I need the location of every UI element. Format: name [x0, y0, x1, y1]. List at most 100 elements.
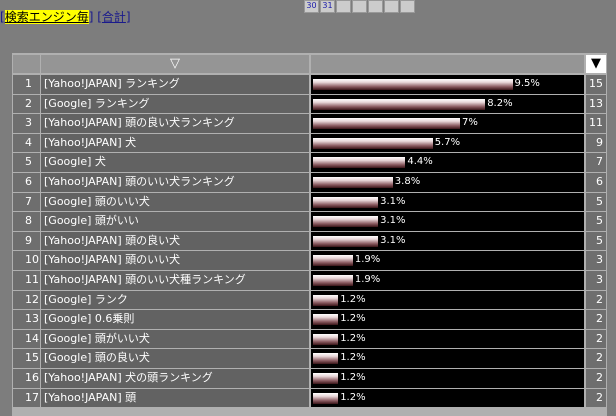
- count: 3: [586, 251, 606, 270]
- keyword[interactable]: [Google] 0.6乗則: [41, 310, 309, 329]
- bar-cell: 1.2%: [311, 369, 584, 388]
- bar: [313, 118, 460, 130]
- count: 2: [586, 290, 606, 310]
- bar: [313, 137, 433, 149]
- keyword[interactable]: [Google] 頭がいい犬: [41, 329, 309, 349]
- count: 2: [586, 349, 606, 368]
- rank: 4: [13, 133, 40, 153]
- bar-cell: 3.8%: [311, 173, 584, 192]
- bar-cell: 3.1%: [311, 212, 584, 231]
- percent-label: 3.1%: [380, 234, 406, 246]
- calendar-day: [352, 0, 367, 13]
- keyword[interactable]: [Yahoo!JAPAN] 頭のいい犬ランキング: [41, 173, 309, 192]
- bar-cell: 3.1%: [311, 192, 584, 212]
- count: 2: [586, 329, 606, 349]
- rank: 14: [13, 329, 40, 349]
- calendar-day: [368, 0, 383, 13]
- calendar-day[interactable]: 31: [320, 0, 335, 13]
- bar-cell: 1.2%: [311, 310, 584, 329]
- bar: [313, 177, 393, 188]
- count: 11: [586, 114, 606, 133]
- percent-label: 1.2%: [340, 313, 366, 325]
- rank: 9: [13, 231, 40, 251]
- bar: [313, 294, 339, 306]
- keyword[interactable]: [Google] ランキング: [41, 94, 309, 114]
- bar: [313, 333, 339, 345]
- rank: 2: [13, 94, 40, 114]
- bar: [313, 314, 339, 326]
- keyword[interactable]: [Yahoo!JAPAN] 頭のいい犬: [41, 251, 309, 270]
- rank: 3: [13, 114, 40, 133]
- nav: [検索エンジン毎] [合計]: [0, 8, 131, 25]
- bar-cell: 1.9%: [311, 271, 584, 290]
- percent-label: 4.4%: [407, 156, 433, 168]
- calendar-day[interactable]: 30: [304, 0, 319, 13]
- keyword[interactable]: [Yahoo!JAPAN] 犬: [41, 133, 309, 153]
- percent-label: 5.7%: [434, 136, 461, 148]
- percent-label: 1.2%: [340, 332, 366, 344]
- keyword[interactable]: [Google] 犬: [41, 153, 309, 172]
- by-engine-link[interactable]: 検索エンジン毎: [4, 10, 89, 24]
- rank: 7: [13, 192, 40, 212]
- percent-label: 8.2%: [487, 97, 513, 109]
- sort-desc[interactable]: ▼: [586, 55, 606, 73]
- keyword[interactable]: [Google] 頭がいい: [41, 212, 309, 231]
- rank: 8: [13, 212, 40, 231]
- bar: [313, 216, 379, 228]
- keyword[interactable]: [Yahoo!JAPAN] 頭の良い犬: [41, 231, 309, 251]
- calendar-day: [400, 0, 415, 13]
- calendar-day: [384, 0, 399, 13]
- bar-cell: 4.4%: [311, 153, 584, 172]
- percent-label: 1.2%: [340, 293, 366, 305]
- bar: [313, 157, 406, 169]
- percent-label: 3.1%: [380, 195, 406, 207]
- bar: [313, 373, 339, 384]
- total-link[interactable]: 合計: [101, 10, 126, 24]
- sort-asc[interactable]: ▽: [41, 55, 309, 73]
- bracket: [: [97, 10, 102, 24]
- calendar-day: [336, 0, 351, 13]
- keyword[interactable]: [Yahoo!JAPAN] 頭のいい犬種ランキング: [41, 271, 309, 290]
- bar-cell: 8.2%: [311, 94, 584, 114]
- bar-cell: 9.5%: [311, 75, 584, 94]
- keyword[interactable]: [Yahoo!JAPAN] 頭の良い犬ランキング: [41, 114, 309, 133]
- rank: 1: [13, 75, 40, 94]
- count: 9: [586, 133, 606, 153]
- bar: [313, 79, 513, 90]
- count: 5: [586, 212, 606, 231]
- bracket: [: [0, 10, 5, 24]
- bar-cell: 5.7%: [311, 133, 584, 153]
- keyword[interactable]: [Yahoo!JAPAN] 頭: [41, 388, 309, 408]
- rank: 11: [13, 271, 40, 290]
- keyword[interactable]: [Yahoo!JAPAN] ランキング: [41, 75, 309, 94]
- bar-cell: 3.1%: [311, 231, 584, 251]
- rank: 5: [13, 153, 40, 172]
- rank: 12: [13, 290, 40, 310]
- rank: 13: [13, 310, 40, 329]
- keyword[interactable]: [Google] ランク: [41, 290, 309, 310]
- bracket: ]: [125, 10, 131, 24]
- bar: [313, 392, 339, 404]
- rank: 16: [13, 369, 40, 388]
- percent-label: 9.5%: [514, 78, 540, 89]
- rank: 15: [13, 349, 40, 368]
- rank: 6: [13, 173, 40, 192]
- keyword[interactable]: [Google] 頭の良い犬: [41, 349, 309, 368]
- count: 5: [586, 192, 606, 212]
- percent-label: 3.1%: [380, 215, 406, 227]
- bar: [313, 353, 339, 365]
- keyword[interactable]: [Yahoo!JAPAN] 犬の頭ランキング: [41, 369, 309, 388]
- bar: [313, 98, 486, 110]
- percent-label: 1.2%: [340, 372, 366, 383]
- bar: [313, 196, 379, 208]
- percent-label: 1.2%: [340, 352, 366, 364]
- percent-label: 3.8%: [394, 176, 421, 187]
- count: 15: [586, 75, 606, 94]
- header-cell: [311, 55, 584, 73]
- calendar: 30 31: [304, 0, 416, 13]
- percent-label: 1.9%: [354, 254, 381, 266]
- count: 5: [586, 231, 606, 251]
- keyword[interactable]: [Google] 頭のいい犬: [41, 192, 309, 212]
- bar-cell: 7%: [311, 114, 584, 133]
